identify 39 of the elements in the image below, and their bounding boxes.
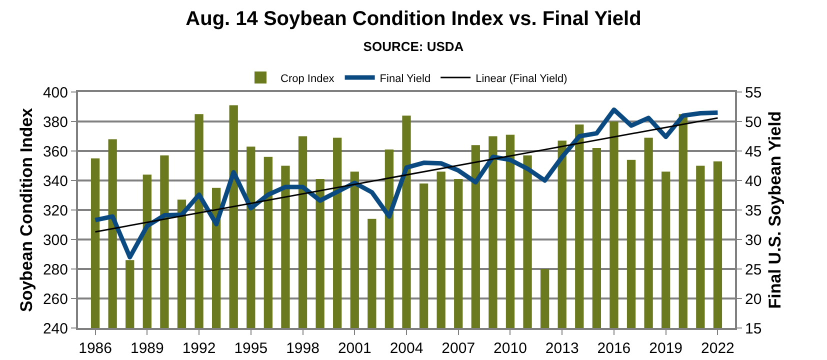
y-tick-label: 400 <box>42 84 68 102</box>
x-tick-label: 2007 <box>442 340 476 357</box>
y2-tick-label: 55 <box>745 84 762 102</box>
y2-tick-label: 40 <box>745 172 762 190</box>
y2-tick-label: 20 <box>745 290 762 308</box>
y-tick-label: 360 <box>42 143 68 160</box>
y2-tick-label: 50 <box>745 114 762 131</box>
y-tick-label: 280 <box>42 261 68 278</box>
y-axis-title: Soybean Condition Index <box>17 107 36 312</box>
x-tick-label: 2019 <box>649 340 683 357</box>
chart-title: Aug. 14 Soybean Condition Index vs. Final Yield <box>186 8 642 30</box>
x-tick-label: 1989 <box>130 340 164 357</box>
y2-axis-title: Final U.S. Soybean Yield <box>766 111 785 309</box>
legend-label: Final Yield <box>380 72 431 85</box>
y2-tick-label: 35 <box>745 202 762 220</box>
y2-tick-label: 45 <box>745 143 762 160</box>
x-tick-label: 2022 <box>701 340 734 357</box>
y-tick-label: 260 <box>42 290 68 308</box>
x-tick-label: 1986 <box>78 340 112 357</box>
legend-label: Crop Index <box>280 72 335 85</box>
x-tick-label: 2013 <box>545 340 579 357</box>
y-tick-label: 240 <box>42 320 68 338</box>
x-tick-label: 2010 <box>494 340 527 357</box>
y-tick-label: 320 <box>42 202 68 220</box>
y-tick-label: 340 <box>42 172 68 190</box>
y-tick-label: 300 <box>42 232 68 249</box>
chart-subtitle: SOURCE: USDA <box>363 39 464 54</box>
x-tick-label: 1998 <box>286 340 320 357</box>
x-tick-label: 2016 <box>597 340 631 357</box>
legend-label: Linear (Final Yield) <box>476 72 568 85</box>
y2-tick-label: 15 <box>745 320 762 338</box>
x-tick-label: 2004 <box>390 340 424 357</box>
y2-tick-label: 30 <box>745 232 762 249</box>
x-tick-label: 2001 <box>338 340 372 357</box>
y2-tick-label: 25 <box>745 261 762 278</box>
x-tick-label: 1995 <box>234 340 268 357</box>
y-tick-label: 380 <box>42 114 68 131</box>
line-series <box>93 107 720 260</box>
x-tick-label: 1992 <box>182 340 216 357</box>
